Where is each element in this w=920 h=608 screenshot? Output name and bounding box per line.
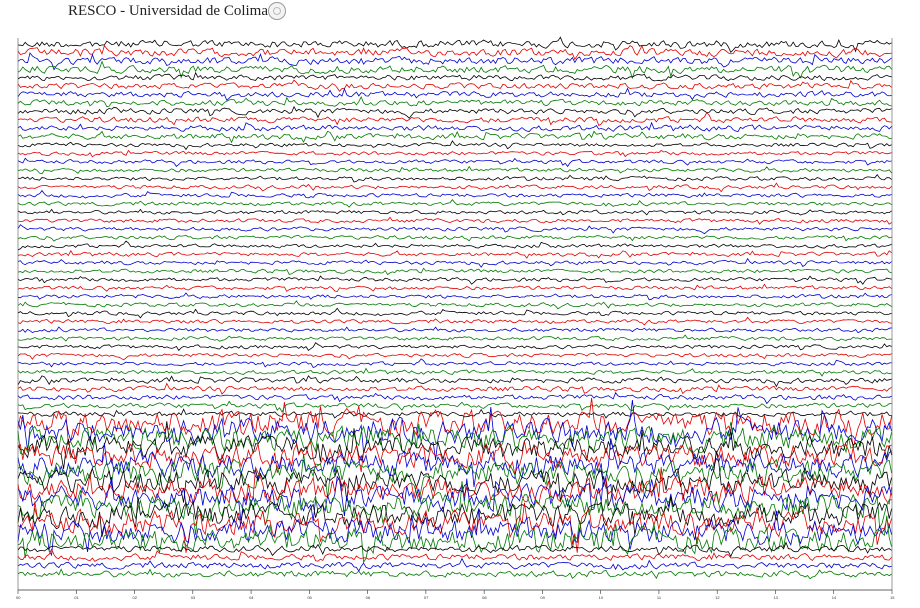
trace-row-6: [17, 87, 892, 101]
trace-row-23: [17, 234, 892, 242]
x-tick-label-14: 14: [831, 595, 837, 600]
trace-row-56: [17, 496, 892, 537]
trace-row-11: [17, 130, 892, 144]
trace-row-12: [17, 140, 892, 151]
trace-row-24: [17, 240, 892, 251]
trace-row-42: [17, 391, 892, 405]
x-tick-label-7: 07: [423, 595, 429, 600]
trace-row-60: [17, 541, 892, 558]
axis-group: [17, 38, 893, 594]
trace-row-20: [17, 208, 892, 216]
trace-row-8: [17, 105, 892, 119]
trace-row-43: [17, 400, 892, 413]
trace-row-29: [17, 283, 892, 293]
trace-row-33: [17, 316, 892, 326]
x-tick-label-0: 00: [16, 595, 21, 600]
trace-row-62: [17, 557, 892, 572]
x-tick-label-4: 04: [249, 595, 254, 600]
trace-row-50: [17, 438, 892, 487]
x-tick-label-3: 03: [190, 595, 196, 600]
trace-row-31: [17, 300, 892, 310]
trace-row-38: [17, 358, 892, 368]
x-tick-label-6: 06: [365, 595, 371, 600]
trace-row-63: [17, 568, 892, 580]
trace-row-30: [17, 292, 892, 301]
trace-row-26: [17, 257, 892, 268]
trace-row-13: [17, 149, 892, 158]
trace-row-27: [17, 267, 892, 276]
x-tick-label-5: 05: [307, 595, 312, 600]
x-tick-label-15: 15: [890, 595, 895, 600]
x-tick-label-11: 11: [656, 595, 662, 600]
trace-row-58: [17, 508, 892, 557]
trace-row-15: [17, 165, 892, 175]
trace-row-41: [17, 382, 892, 395]
trace-row-19: [17, 199, 892, 208]
trace-row-54: [17, 475, 892, 524]
trace-row-5: [17, 79, 892, 92]
trace-row-21: [17, 216, 892, 225]
x-tick-label-13: 13: [773, 595, 778, 600]
x-tick-label-10: 10: [598, 595, 604, 600]
trace-row-0: [17, 36, 892, 53]
chart-title: RESCO - Universidad de Colima: [68, 3, 268, 19]
trace-row-2: [17, 52, 892, 71]
trace-row-44: [17, 408, 892, 419]
trace-row-7: [17, 96, 892, 108]
trace-row-59: [17, 515, 892, 564]
trace-row-17: [17, 182, 892, 193]
trace-row-49: [17, 441, 892, 476]
trace-row-40: [17, 375, 892, 388]
trace-row-14: [17, 157, 892, 168]
trace-row-22: [17, 224, 892, 235]
trace-row-32: [17, 307, 892, 319]
trace-row-34: [17, 326, 892, 334]
trace-row-1: [17, 44, 892, 61]
x-tick-label-9: 09: [540, 595, 545, 600]
trace-row-37: [17, 352, 892, 361]
trace-row-4: [17, 71, 892, 82]
trace-group: [17, 36, 892, 580]
trace-row-57: [17, 501, 892, 553]
trace-row-53: [17, 465, 892, 506]
trace-row-36: [17, 342, 892, 352]
trace-row-61: [17, 548, 892, 562]
trace-row-47: [17, 422, 892, 456]
x-tick-label-8: 08: [482, 595, 487, 600]
x-tick-label-12: 12: [715, 595, 720, 600]
trace-row-28: [17, 275, 892, 285]
trace-row-39: [17, 367, 892, 377]
trace-row-46: [17, 400, 892, 461]
trace-row-25: [17, 249, 892, 259]
university-seal-icon: [268, 2, 286, 20]
trace-row-9: [17, 111, 892, 127]
trace-row-16: [17, 174, 892, 183]
trace-row-3: [17, 60, 892, 80]
trace-row-18: [17, 189, 892, 199]
x-tick-label-2: 02: [132, 595, 137, 600]
x-tick-label-1: 01: [74, 595, 79, 600]
trace-row-10: [17, 121, 892, 133]
trace-row-51: [17, 454, 892, 503]
trace-row-35: [17, 334, 892, 342]
